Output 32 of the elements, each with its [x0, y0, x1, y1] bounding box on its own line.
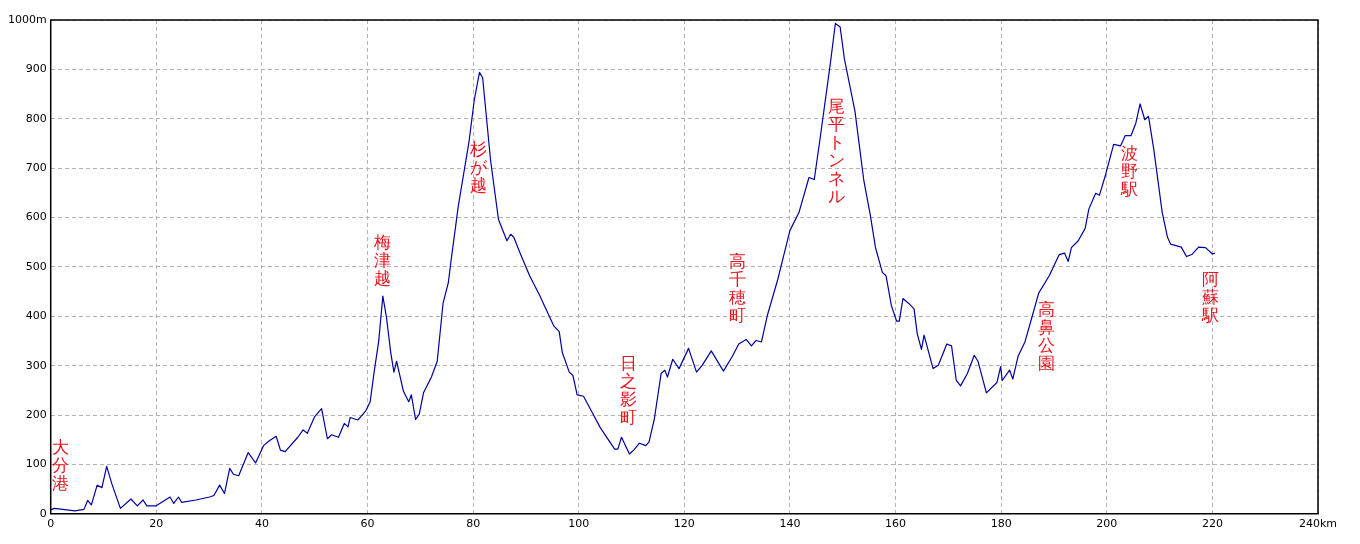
- x-tick-label: 180: [990, 517, 1012, 531]
- annotation: 杉が越: [469, 140, 489, 196]
- y-tick-label: 100: [25, 457, 47, 471]
- annotation: 大分港: [52, 437, 70, 493]
- annotation: 阿蘇駅: [1200, 270, 1219, 326]
- y-tick-label: 0: [39, 506, 47, 520]
- x-tick-label: 200: [1096, 517, 1118, 531]
- x-tick-label: 80: [466, 517, 481, 531]
- annotation: 尾平トンネル: [828, 97, 846, 207]
- y-tick-label: 400: [25, 309, 47, 323]
- x-tick-label: 60: [360, 517, 375, 531]
- x-tick-label: 140: [779, 517, 801, 531]
- y-tick-label: 1000m: [7, 12, 47, 26]
- x-tick-label: 20: [149, 517, 164, 531]
- annotation: 高鼻公園: [1038, 300, 1056, 374]
- x-tick-label: 220: [1201, 517, 1223, 531]
- annotation: 波野駅: [1119, 143, 1138, 199]
- y-tick-label: 700: [25, 161, 47, 174]
- annotation: 日之影町: [620, 354, 638, 428]
- y-tick-label: 200: [25, 407, 47, 421]
- x-tick-label: 120: [673, 517, 695, 531]
- y-tick-label: 800: [25, 111, 47, 125]
- x-tick-label: 160: [885, 517, 907, 531]
- y-tick-label: 900: [25, 62, 47, 76]
- x-tick-label: 240km: [1298, 517, 1338, 531]
- y-tick-label: 600: [25, 210, 47, 224]
- x-tick-label: 40: [254, 517, 269, 531]
- annotation: 梅津越: [373, 233, 392, 288]
- annotation: 高千穂町: [728, 252, 746, 326]
- y-tick-label: 500: [25, 259, 47, 273]
- y-tick-label: 300: [25, 358, 47, 372]
- x-tick-label: 100: [568, 517, 590, 531]
